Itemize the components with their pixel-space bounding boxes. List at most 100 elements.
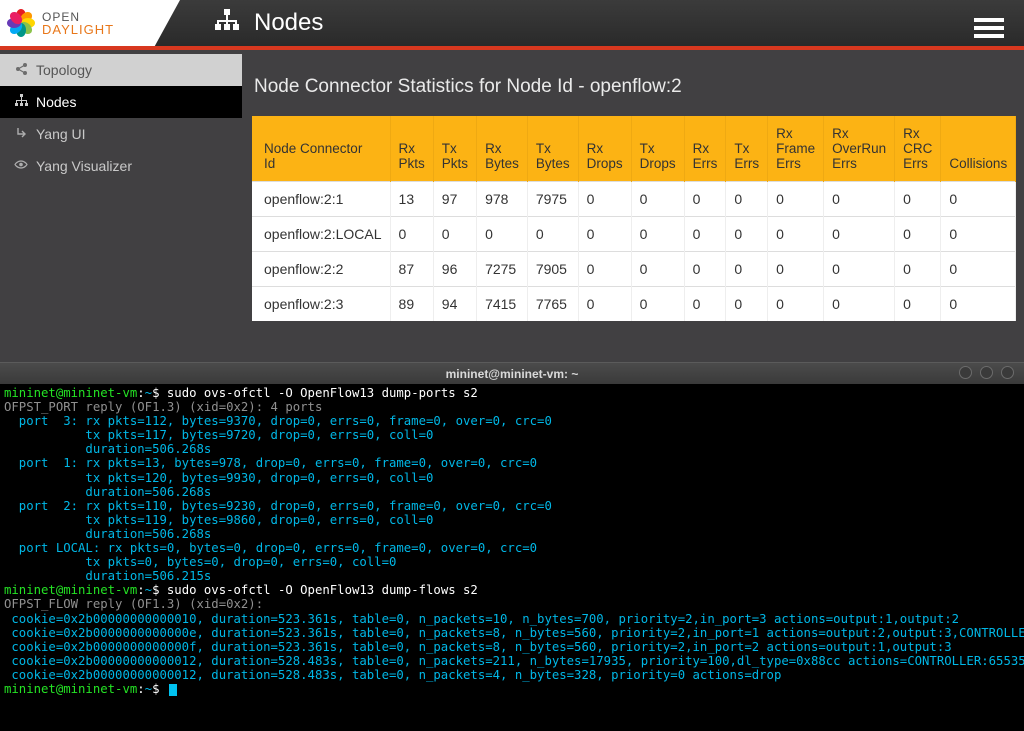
table-cell: 0 [941,287,1016,322]
stats-table: Node ConnectorIdRxPktsTxPktsRxBytesTxByt… [252,116,1016,321]
col-header[interactable]: RxErrs [684,116,726,182]
table-cell: 97 [433,182,476,217]
table-cell: 0 [578,182,631,217]
table-cell: 0 [768,287,824,322]
table-cell: 7765 [527,287,578,322]
table-cell: 0 [895,217,941,252]
table-cell: 0 [768,252,824,287]
topbar: OPEN DAYLIGHT Nodes [0,0,1024,50]
table-cell: 0 [578,217,631,252]
table-cell: 0 [941,182,1016,217]
col-header[interactable]: TxDrops [631,116,684,182]
table-cell: 0 [895,287,941,322]
table-cell: 0 [578,287,631,322]
table-cell: 0 [726,252,768,287]
logo-text-line2: DAYLIGHT [42,22,114,37]
window-buttons [959,366,1014,379]
share-icon [14,62,28,78]
col-header[interactable]: RxCRCErrs [895,116,941,182]
table-cell: 978 [477,182,528,217]
table-cell: 0 [477,217,528,252]
table-cell: 0 [824,252,895,287]
sitemap-icon [214,9,240,37]
table-cell: 0 [824,182,895,217]
col-header[interactable]: RxBytes [477,116,528,182]
table-cell: 94 [433,287,476,322]
page-title-area: Nodes [214,9,323,37]
content-heading: Node Connector Statistics for Node Id - … [254,76,1014,98]
sitemap-icon [14,94,28,110]
page-title: Nodes [254,9,323,37]
table-cell: openflow:2:1 [252,182,390,217]
col-header[interactable]: TxErrs [726,116,768,182]
table-cell: 0 [824,217,895,252]
table-cell: 0 [631,182,684,217]
app-body: Topology Nodes Yang UI Yang Visualizer Node… [0,50,1024,362]
table-cell: 0 [726,217,768,252]
main-content: Node Connector Statistics for Node Id - … [242,50,1024,362]
col-header[interactable]: RxOverRunErrs [824,116,895,182]
table-cell: 0 [726,287,768,322]
sidebar-item-label: Topology [36,62,92,78]
logo[interactable]: OPEN DAYLIGHT [0,0,180,46]
table-cell: 0 [527,217,578,252]
table-cell: 0 [941,217,1016,252]
minimize-button[interactable] [959,366,972,379]
sidebar-item-yang-visualizer[interactable]: Yang Visualizer [0,150,242,182]
sidebar-item-yang-ui[interactable]: Yang UI [0,118,242,150]
sidebar-item-label: Yang Visualizer [36,158,132,174]
table-cell: 0 [768,182,824,217]
table-cell: 0 [390,217,433,252]
col-header[interactable]: RxFrameErrs [768,116,824,182]
maximize-button[interactable] [980,366,993,379]
table-cell: 7415 [477,287,528,322]
table-cell: 13 [390,182,433,217]
terminal-title: mininet@mininet-vm: ~ [446,367,579,381]
table-cell: 7905 [527,252,578,287]
table-cell: 0 [824,287,895,322]
table-cell: 0 [941,252,1016,287]
table-row[interactable]: openflow:2:LOCAL000000000000 [252,217,1016,252]
table-cell: 87 [390,252,433,287]
table-cell: 0 [895,252,941,287]
col-header[interactable]: RxPkts [390,116,433,182]
sidebar-item-label: Nodes [36,94,76,110]
table-cell: 7275 [477,252,528,287]
table-cell: 89 [390,287,433,322]
terminal-titlebar[interactable]: mininet@mininet-vm: ~ [0,362,1024,384]
table-cell: 0 [684,182,726,217]
sidebar-item-nodes[interactable]: Nodes [0,86,242,118]
table-cell: 0 [684,287,726,322]
table-cell: 0 [433,217,476,252]
col-header[interactable]: RxDrops [578,116,631,182]
table-header-row: Node ConnectorIdRxPktsTxPktsRxBytesTxByt… [252,116,1016,182]
col-header[interactable]: TxBytes [527,116,578,182]
logo-text: OPEN DAYLIGHT [42,10,114,37]
table-cell: openflow:2:2 [252,252,390,287]
table-cell: 0 [631,287,684,322]
sidebar: Topology Nodes Yang UI Yang Visualizer [0,50,242,362]
table-row[interactable]: openflow:2:11397978797500000000 [252,182,1016,217]
col-header[interactable]: Collisions [941,116,1016,182]
table-cell: 0 [895,182,941,217]
close-button[interactable] [1001,366,1014,379]
table-body: openflow:2:11397978797500000000openflow:… [252,182,1016,322]
sidebar-item-topology[interactable]: Topology [0,54,242,86]
logo-flower-icon [6,8,36,38]
table-cell: openflow:2:3 [252,287,390,322]
col-header[interactable]: TxPkts [433,116,476,182]
table-cell: 0 [578,252,631,287]
sidebar-item-label: Yang UI [36,126,86,142]
table-cell: openflow:2:LOCAL [252,217,390,252]
eye-icon [14,158,28,174]
table-cell: 0 [631,217,684,252]
table-row[interactable]: openflow:2:287967275790500000000 [252,252,1016,287]
table-cell: 0 [631,252,684,287]
table-cell: 0 [768,217,824,252]
col-header[interactable]: Node ConnectorId [252,116,390,182]
terminal[interactable]: mininet@mininet-vm:~$ sudo ovs-ofctl -O … [0,384,1024,731]
opendaylight-app: OPEN DAYLIGHT Nodes Topology Nodes Yang UI… [0,0,1024,362]
table-row[interactable]: openflow:2:389947415776500000000 [252,287,1016,322]
menu-button[interactable] [974,14,1004,42]
level-icon [14,126,28,142]
